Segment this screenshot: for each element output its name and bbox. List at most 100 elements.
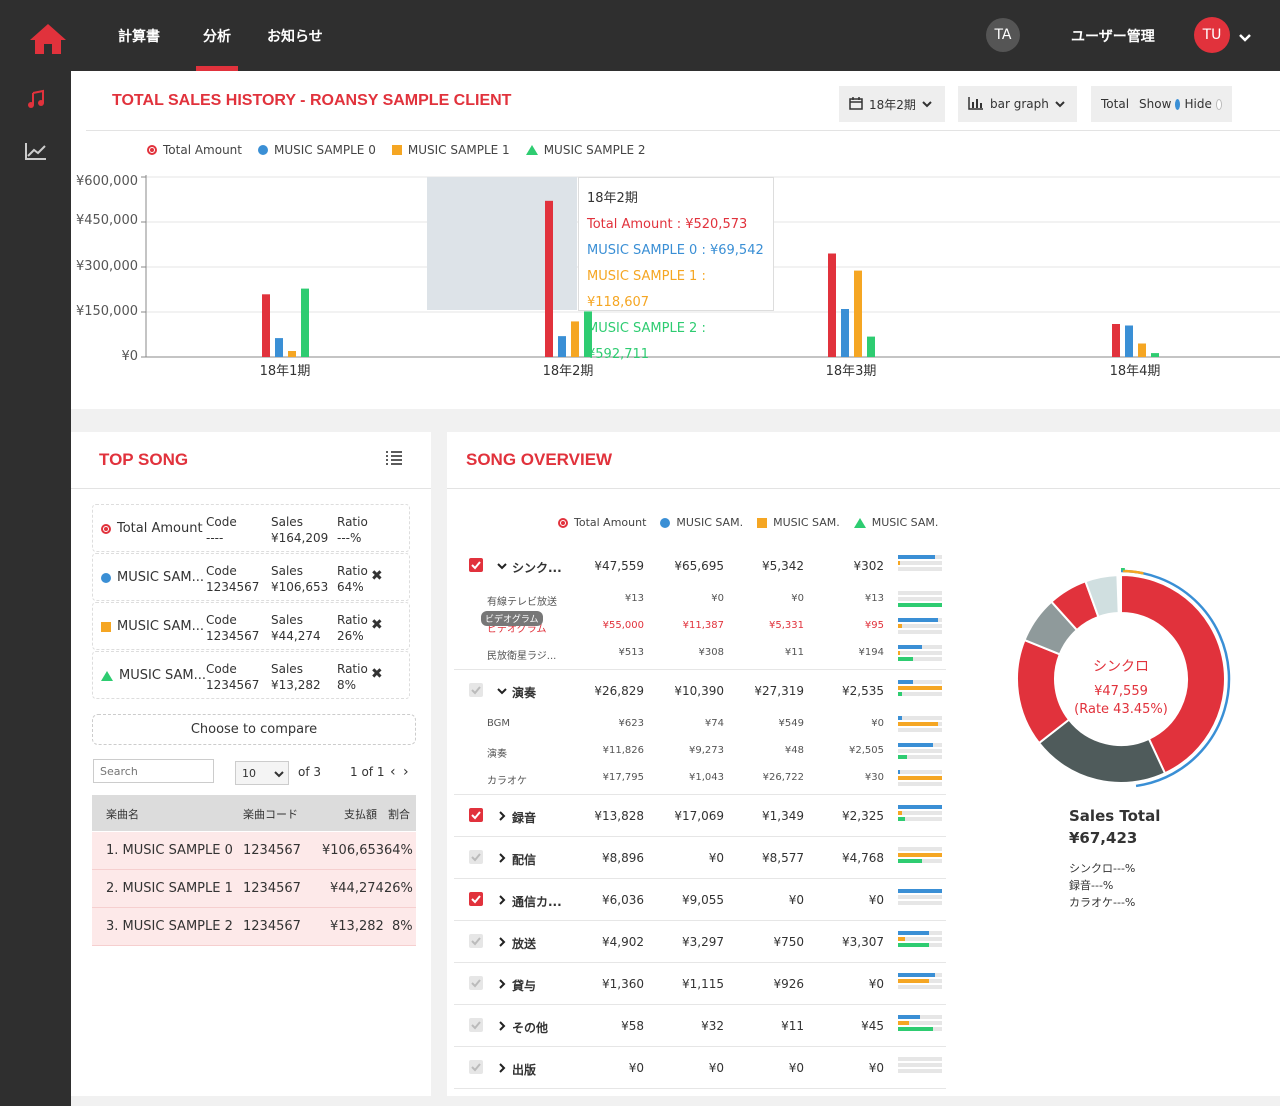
row-value: ¥302 [853, 559, 884, 573]
mini-bar [898, 985, 942, 989]
nav-news[interactable]: お知らせ [267, 29, 323, 45]
overview-category-row[interactable]: 通信カ... ¥6,036 ¥9,055 ¥0 ¥0 [454, 885, 946, 913]
close-icon[interactable]: ✖ [371, 617, 383, 633]
row-label: 録音 [512, 811, 537, 825]
mini-bar [898, 901, 942, 905]
mini-bar [898, 597, 942, 601]
chevron-right-icon[interactable] [497, 978, 507, 992]
category-donut-chart [1016, 568, 1231, 788]
row-value: ¥5,331 [769, 620, 804, 631]
row-value: ¥1,349 [762, 809, 804, 823]
legend-label: Total Amount [574, 516, 647, 529]
donut-segment[interactable] [1120, 573, 1226, 775]
chevron-right-icon[interactable] [497, 936, 507, 950]
row-code: 1234567 [243, 843, 301, 858]
bar-music-sample-0 [275, 338, 283, 357]
top-song-item-total[interactable]: Total Amount Code ---- Sales ¥164,209 Rati… [92, 504, 410, 552]
top-song-item-sample2[interactable]: MUSIC SAM... Code 1234567 Sales ¥13,282 Ra… [92, 651, 410, 699]
code-block: Code 1234567 [206, 563, 259, 595]
show-radio[interactable] [1175, 98, 1181, 110]
code-label: Code [206, 564, 237, 578]
overview-category-row[interactable]: 出版 ¥0 ¥0 ¥0 ¥0 [454, 1053, 946, 1081]
graph-type-label: bar graph [990, 97, 1049, 111]
sales-block: Sales ¥13,282 [271, 661, 321, 693]
top-song-item-sample0[interactable]: MUSIC SAM... Code 1234567 Sales ¥106,653 R… [92, 553, 410, 601]
table-row[interactable]: 1. MUSIC SAMPLE 0 1234567 ¥106,653 64% [92, 832, 416, 870]
page-size-select[interactable]: 10 [235, 761, 289, 785]
checkbox[interactable] [469, 558, 483, 572]
ratio-label: Ratio [337, 662, 368, 676]
chevron-down-icon[interactable] [497, 560, 507, 574]
checkbox[interactable] [469, 892, 483, 906]
donut-center-value: ¥47,559 [1094, 684, 1148, 699]
ratio-value: 26% [337, 629, 364, 643]
overview-category-row[interactable]: その他 ¥58 ¥32 ¥11 ¥45 [454, 1011, 946, 1039]
chevron-right-icon[interactable] [497, 810, 507, 824]
code-value: 1234567 [206, 580, 260, 594]
sales-block: Sales ¥44,274 [271, 612, 321, 644]
chevron-right-icon[interactable] [497, 852, 507, 866]
legend-label: MUSIC SAMPLE 2 [543, 143, 646, 157]
overview-category-row[interactable]: 録音 ¥13,828 ¥17,069 ¥1,349 ¥2,325 [454, 801, 946, 829]
row-label: 出版 [512, 1063, 537, 1077]
period-select[interactable]: 18年2期 [839, 86, 945, 122]
top-song-item-sample1[interactable]: MUSIC SAM... Code 1234567 Sales ¥44,274 Ra… [92, 602, 410, 650]
table-row[interactable]: 2. MUSIC SAMPLE 1 1234567 ¥44,274 26% [92, 870, 416, 908]
row-value: ¥194 [858, 647, 884, 658]
line-chart-icon[interactable] [24, 141, 48, 165]
checkbox[interactable] [469, 808, 483, 822]
nav-user-management[interactable]: ユーザー管理 [1071, 29, 1155, 45]
checkbox[interactable] [469, 683, 483, 697]
row-value: ¥0 [628, 1061, 644, 1075]
sample2-legend-icon [853, 517, 866, 528]
chevron-right-icon[interactable] [497, 1062, 507, 1076]
checkbox[interactable] [469, 934, 483, 948]
nav-analysis[interactable]: 分析 [203, 29, 231, 45]
compare-button[interactable]: Choose to compare [92, 714, 416, 745]
avatar-tu[interactable]: TU [1194, 17, 1230, 53]
checkbox[interactable] [469, 850, 483, 864]
ratio-value: 64% [337, 580, 364, 594]
overview-category-row[interactable]: 放送 ¥4,902 ¥3,297 ¥750 ¥3,307 [454, 927, 946, 955]
overview-category-row[interactable]: 貸与 ¥1,360 ¥1,115 ¥926 ¥0 [454, 969, 946, 997]
close-icon[interactable]: ✖ [371, 568, 383, 584]
music-note-icon[interactable] [26, 89, 46, 113]
row-value: ¥623 [618, 718, 644, 729]
close-icon[interactable]: ✖ [371, 666, 383, 682]
chevron-right-icon[interactable]: › [403, 764, 409, 780]
donut-segment[interactable] [1084, 574, 1120, 619]
sales-value: ¥164,209 [271, 531, 329, 545]
checkbox[interactable] [469, 1060, 483, 1074]
hide-radio[interactable] [1215, 98, 1222, 110]
divider [71, 488, 431, 489]
row-label: 演奏 [512, 686, 537, 700]
legend-label: MUSIC SAM. [773, 516, 840, 529]
chevron-right-icon[interactable] [497, 1020, 507, 1034]
row-value: ¥2,325 [842, 809, 884, 823]
chevron-down-icon[interactable] [1238, 28, 1252, 47]
bar-music-sample-2 [584, 311, 592, 357]
checkbox[interactable] [469, 1018, 483, 1032]
top-bar: 計算書 分析 お知らせ TA ユーザー管理 TU [0, 0, 1280, 71]
overview-category-row[interactable]: 演奏 ¥26,829 ¥10,390 ¥27,319 ¥2,535 [454, 676, 946, 704]
ratio-block: Ratio 26% [337, 612, 368, 644]
overview-category-row[interactable]: シンク... ¥47,559 ¥65,695 ¥5,342 ¥302 [454, 551, 946, 579]
row-value: ¥0 [788, 893, 804, 907]
chevron-right-icon[interactable] [497, 894, 507, 908]
list-icon[interactable] [385, 450, 403, 470]
avatar-ta[interactable]: TA [986, 18, 1020, 52]
checkbox[interactable] [469, 976, 483, 990]
divider [447, 488, 1280, 489]
table-row[interactable]: 3. MUSIC SAMPLE 2 1234567 ¥13,282 8% [92, 908, 416, 946]
total-amount-legend-icon [558, 517, 568, 528]
y-tick: ¥300,000 [75, 259, 138, 274]
chevron-left-icon[interactable]: ‹ [390, 764, 396, 780]
chevron-down-icon[interactable] [497, 685, 507, 699]
search-input[interactable] [93, 759, 214, 783]
overview-category-row[interactable]: 配信 ¥8,896 ¥0 ¥8,577 ¥4,768 [454, 843, 946, 871]
legend-label: MUSIC SAM. [871, 516, 939, 529]
graph-type-select[interactable]: bar graph [958, 86, 1077, 122]
home-icon[interactable] [28, 22, 68, 60]
nav-statements[interactable]: 計算書 [118, 29, 160, 45]
tooltip-line: MUSIC SAMPLE 0 : ¥69,542 [587, 243, 764, 258]
